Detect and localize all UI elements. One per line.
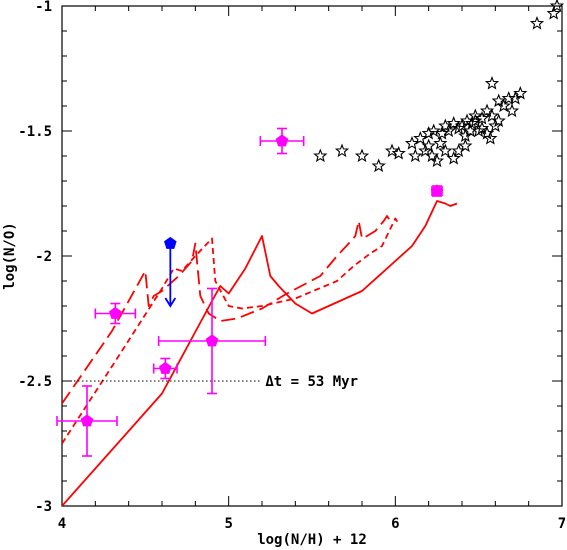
y-tick-label: -2 [35, 249, 52, 265]
observed-points [56, 127, 444, 457]
star-marker [391, 146, 406, 160]
star-marker [458, 138, 473, 153]
star-marker [421, 138, 436, 153]
star-marker [421, 126, 436, 140]
star-marker [496, 98, 511, 113]
star-marker [408, 148, 423, 163]
x-tick-label: 7 [558, 516, 566, 532]
x-tick-label: 6 [391, 516, 399, 532]
star-marker [468, 108, 483, 123]
star-marker [354, 148, 370, 163]
observed-marker [205, 334, 219, 347]
star-marker [441, 123, 456, 138]
x-axis-label: log(N/H) + 12 [257, 532, 367, 548]
star-marker [529, 15, 545, 30]
star-marker [433, 136, 448, 150]
star-marker [413, 131, 428, 145]
model-line-short-dash [62, 217, 400, 444]
star-marker [384, 143, 400, 158]
upper-limit-point [164, 236, 177, 308]
star-points [313, 0, 565, 173]
star-marker [504, 103, 520, 118]
delta-t-annotation: Δt = 53 Myr [62, 374, 358, 390]
upper-limit-arrow-head [164, 297, 177, 308]
star-marker [491, 113, 506, 128]
star-marker [474, 110, 490, 125]
y-tick-label: -1.5 [18, 124, 52, 140]
star-marker [426, 123, 441, 138]
star-marker [451, 143, 466, 158]
model-line-solid [62, 200, 458, 506]
observed-marker [430, 184, 444, 197]
x-tick-label: 5 [224, 516, 232, 532]
y-tick-label: -2.5 [18, 374, 52, 390]
observed-marker [159, 361, 172, 374]
star-marker [313, 148, 328, 163]
observed-marker [109, 306, 122, 319]
y-axis-label: log(N/O) [2, 222, 18, 289]
delta-t-label: Δt = 53 Myr [265, 374, 358, 390]
star-marker [371, 158, 386, 173]
axis-ticks [61, 5, 563, 507]
star-marker [429, 153, 445, 168]
star-marker [549, 0, 565, 13]
observed-marker [275, 134, 289, 147]
y-tick-label: -3 [35, 499, 52, 515]
star-marker [404, 135, 420, 150]
x-tick-label: 4 [58, 516, 66, 532]
tick-labels: 4 5 6 7 -3 -2.5 -2 -1.5 -1 [18, 0, 566, 532]
star-marker [438, 143, 453, 158]
model-tracks [62, 200, 458, 506]
star-marker [513, 86, 528, 100]
plot-frame [61, 5, 563, 507]
upper-limit-marker [164, 236, 177, 249]
star-marker [483, 131, 498, 145]
star-marker [546, 6, 561, 20]
y-tick-label: -1 [35, 0, 52, 15]
observed-marker [80, 414, 94, 427]
star-marker [334, 143, 350, 158]
star-marker [484, 75, 500, 90]
